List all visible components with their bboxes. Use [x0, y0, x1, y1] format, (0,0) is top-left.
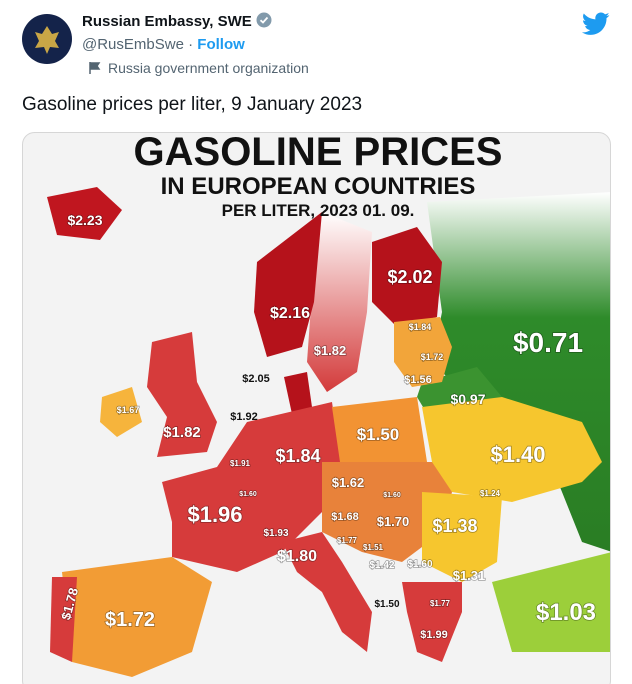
price-label: $1.92: [230, 411, 258, 423]
price-label: $1.24: [480, 489, 501, 498]
price-label: $2.23: [67, 212, 102, 228]
price-label: $1.84: [409, 322, 432, 332]
author-name-text[interactable]: Russian Embassy, SWE: [82, 13, 252, 30]
price-label: $1.60: [407, 559, 432, 570]
flag-icon: [88, 61, 102, 75]
price-label: $1.77: [430, 599, 451, 608]
price-label: $1.96: [187, 502, 242, 527]
twitter-logo[interactable]: [582, 12, 610, 36]
verified-badge: [256, 12, 272, 28]
price-label: $1.91: [230, 459, 251, 468]
price-label: $1.62: [332, 475, 365, 490]
price-label: $1.82: [314, 343, 347, 358]
price-label: $1.80: [277, 548, 317, 565]
price-label: $1.70: [377, 514, 410, 529]
tweet-text: Gasoline prices per liter, 9 January 202…: [22, 94, 362, 116]
price-label: $1.60: [239, 491, 257, 498]
price-label: $1.68: [331, 511, 359, 523]
map-subtitle: IN EUROPEAN COUNTRIES: [161, 173, 476, 200]
price-label: $2.02: [387, 267, 432, 287]
price-label: $1.99: [420, 629, 448, 641]
follow-button[interactable]: Follow: [197, 36, 245, 53]
price-label: $1.93: [263, 528, 288, 539]
price-label: $1.38: [432, 516, 477, 536]
price-label: $1.50: [374, 599, 399, 610]
price-label: $1.60: [383, 492, 401, 499]
price-label: $1.40: [490, 442, 545, 467]
price-label: $2.05: [242, 373, 270, 385]
price-label: $1.42: [369, 560, 394, 571]
price-label: $1.84: [275, 446, 320, 466]
map-title: GASOLINE PRICES: [134, 132, 503, 174]
price-label: $2.16: [270, 305, 310, 322]
separator: ·: [188, 36, 193, 53]
price-label: $1.31: [453, 568, 486, 583]
price-label: $1.50: [357, 425, 400, 444]
avatar[interactable]: [22, 14, 72, 64]
price-label: $1.72: [105, 609, 155, 631]
price-label: $1.51: [363, 543, 384, 552]
price-label: $0.71: [513, 327, 583, 358]
map-image[interactable]: GASOLINE PRICES IN EUROPEAN COUNTRIES PE…: [22, 132, 612, 684]
price-label: $0.97: [450, 391, 485, 407]
map-date: PER LITER, 2023 01. 09.: [222, 201, 415, 220]
price-label: $1.77: [337, 536, 358, 545]
price-label: $1.82: [163, 424, 201, 441]
price-label: $1.03: [536, 599, 596, 626]
price-label: $1.67: [117, 405, 140, 415]
account-label: Russia government organization: [108, 60, 309, 76]
handle[interactable]: @RusEmbSwe: [82, 36, 184, 53]
author-name[interactable]: Russian Embassy, SWE: [82, 12, 272, 30]
author-handle: @RusEmbSwe · Follow: [82, 36, 245, 53]
price-label: $1.72: [421, 352, 444, 362]
price-label: $1.56: [404, 374, 432, 386]
